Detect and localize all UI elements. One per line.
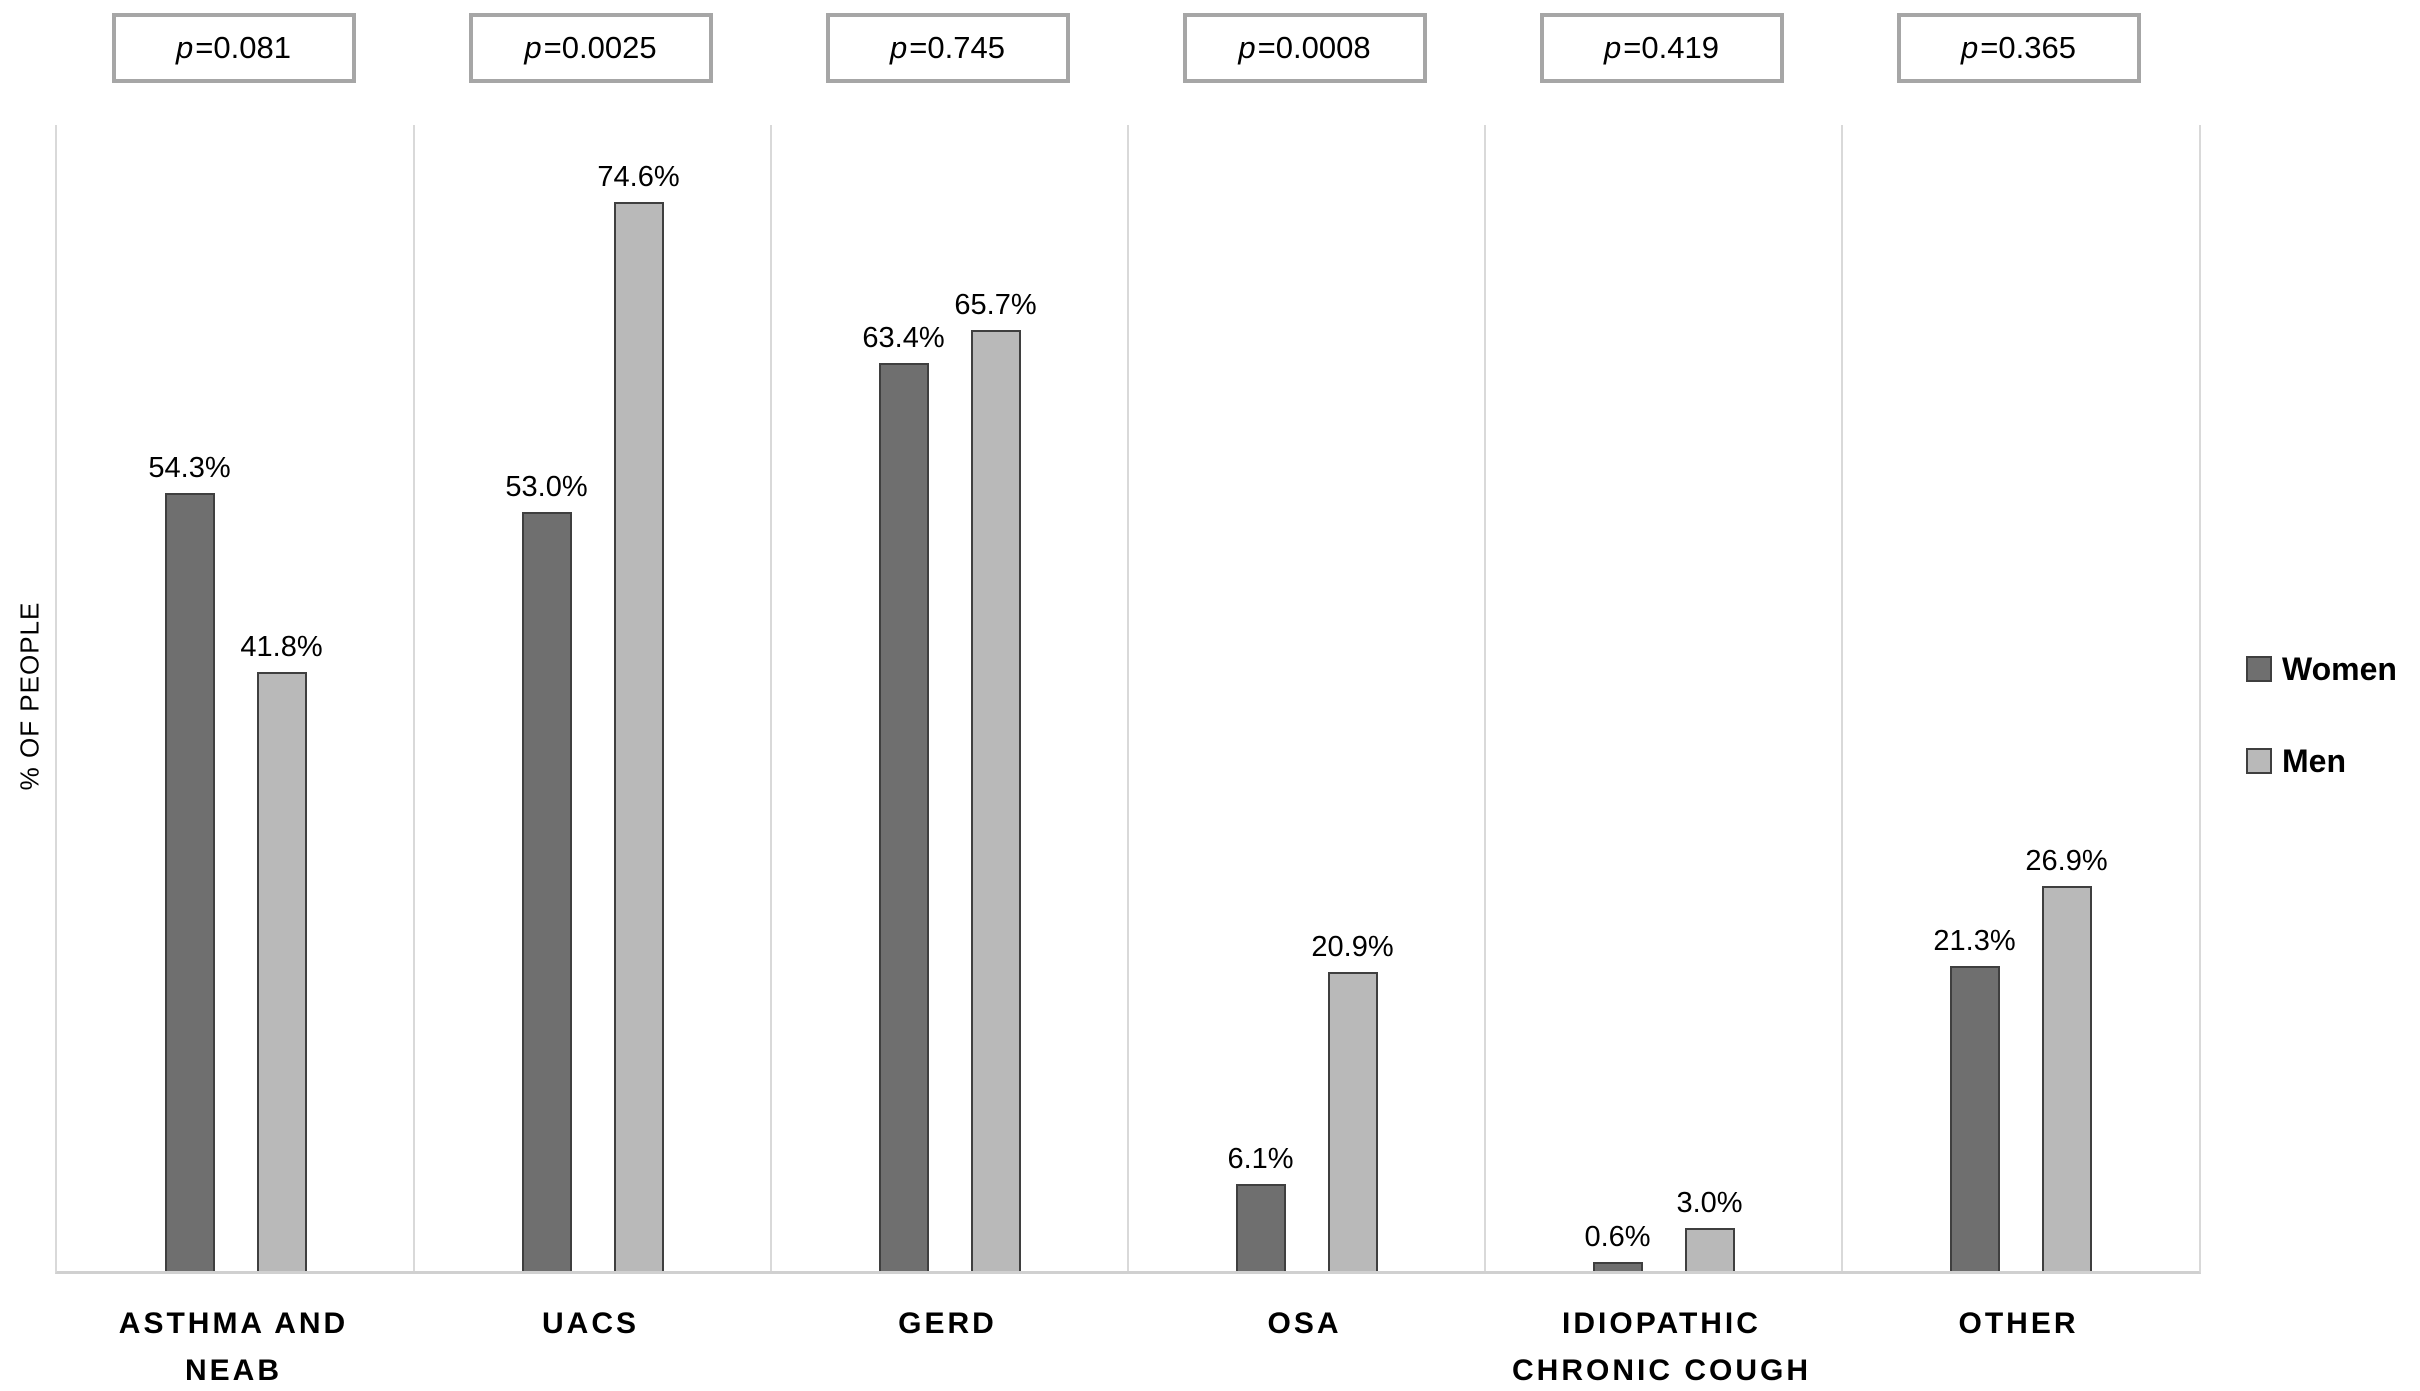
bar-women [521,511,572,1271]
bar-women [878,362,929,1271]
category-separator-gridline [1127,125,1129,1271]
p-value: 0.081 [213,30,291,65]
legend-label: Women [2282,650,2397,687]
p-value-box: p = 0.745 [825,13,1070,83]
p-value: 0.365 [1998,30,2076,65]
legend-item-men: Men [2246,743,2346,779]
bar-women [1592,1262,1643,1271]
legend-item-women: Women [2246,651,2397,687]
category-label: GERD [898,1307,997,1340]
legend-label: Men [2282,742,2346,779]
bar-men [2041,885,2092,1271]
p-symbol: p [1604,30,1622,65]
bar-women [1949,965,2000,1271]
bar-women [164,493,215,1271]
p-symbol: p [1238,30,1256,65]
bar-value-label: 21.3% [1933,924,2016,957]
p-value: 0.419 [1641,30,1719,65]
bar-value-label: 65.7% [954,288,1037,321]
bar-value-label: 20.9% [1311,930,1394,963]
bar-men [970,329,1021,1271]
category-separator-gridline [1484,125,1486,1271]
p-value: 0.0025 [561,30,657,65]
p-equals: = [195,30,214,65]
bar-value-label: 54.3% [148,452,231,485]
p-value: 0.0008 [1275,30,1371,65]
plot-area: 54.3% 41.8% 53.0% 74.6% 63.4% 65.7% 6.1% 20.9% 0… [55,125,2201,1274]
category-label: OTHER [1958,1307,2079,1340]
bar-men [1327,971,1378,1271]
p-symbol: p [524,30,542,65]
bar-value-label: 6.1% [1227,1142,1294,1175]
category-separator-gridline [770,125,772,1271]
p-value-box: p = 0.365 [1896,13,2141,83]
legend-swatch-women [2246,656,2272,682]
bar-value-label: 63.4% [862,321,945,354]
p-equals: = [909,30,928,65]
p-equals: = [1980,30,1999,65]
bar-value-label: 0.6% [1584,1221,1651,1254]
category-separator-gridline [1841,125,1843,1271]
bar-value-label: 74.6% [597,161,680,194]
bar-value-label: 53.0% [505,470,588,503]
bar-value-label: 26.9% [2025,844,2108,877]
bar-women [1235,1183,1286,1271]
bar-men [613,202,664,1271]
bar-value-label: 41.8% [240,631,323,664]
legend-swatch-men [2246,748,2272,774]
bar-value-label: 3.0% [1676,1187,1743,1220]
bar-men [1684,1228,1735,1271]
category-label: ASTHMA AND NEAB [118,1307,349,1387]
p-value-box: p = 0.081 [111,13,356,83]
p-value-box: p = 0.0025 [468,13,713,83]
p-value: 0.745 [927,30,1005,65]
category-label: UACS [541,1307,639,1340]
p-equals: = [1257,30,1276,65]
bar-men [256,672,307,1271]
p-value-box: p = 0.419 [1539,13,1784,83]
p-symbol: p [890,30,908,65]
p-value-box: p = 0.0008 [1182,13,1427,83]
p-symbol: p [1961,30,1979,65]
category-label: IDIOPATHIC CHRONIC COUGH [1512,1307,1811,1387]
p-equals: = [1623,30,1642,65]
y-axis-label: % OF PEOPLE [14,601,45,791]
category-separator-gridline [413,125,415,1271]
p-symbol: p [176,30,194,65]
p-equals: = [543,30,562,65]
category-label: OSA [1267,1307,1342,1340]
